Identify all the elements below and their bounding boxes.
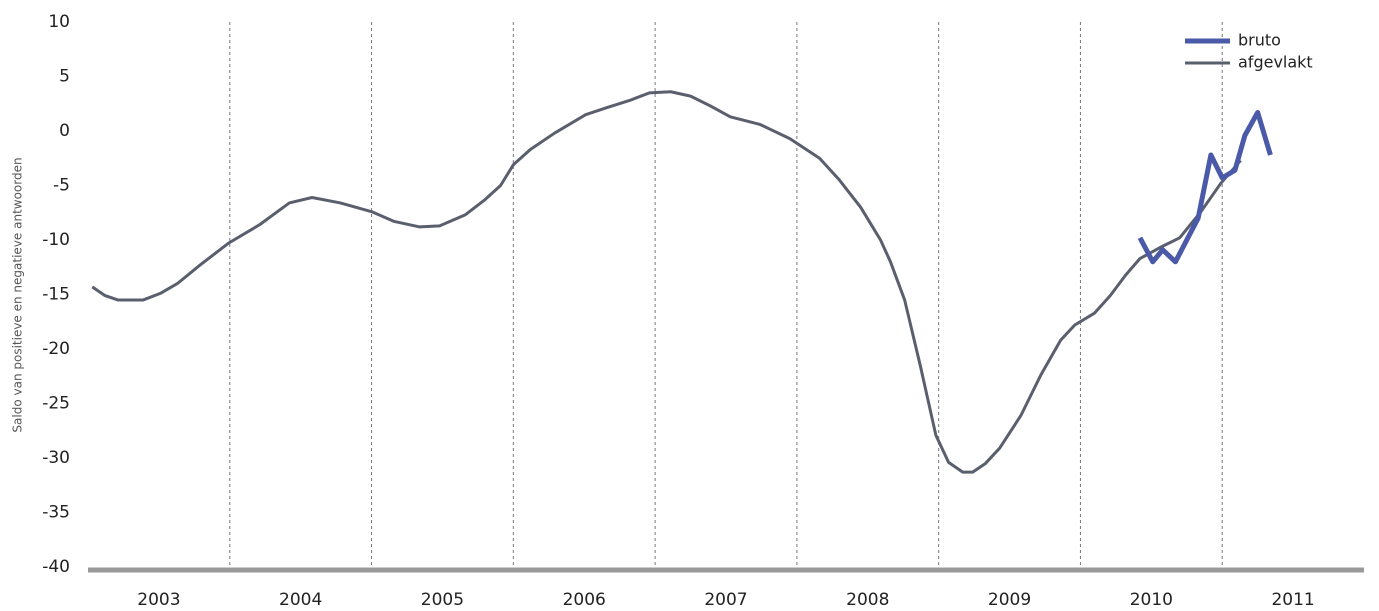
y-tick-label: 0 — [59, 121, 70, 141]
y-axis-label: Saldo van positieve en negatieve antwoor… — [11, 157, 25, 432]
y-tick-label: -40 — [42, 557, 70, 577]
x-tick-label: 2006 — [563, 590, 606, 610]
x-tick-label: 2011 — [1271, 590, 1314, 610]
x-tick-label: 2009 — [988, 590, 1031, 610]
y-tick-label: -15 — [42, 285, 70, 305]
y-tick-label: 5 — [59, 67, 70, 87]
y-tick-label: -5 — [53, 176, 70, 196]
x-tick-label: 2007 — [704, 590, 747, 610]
y-tick-label: 10 — [48, 12, 70, 32]
series-line — [1137, 109, 1273, 265]
x-tick-label: 2004 — [279, 590, 322, 610]
y-tick-label: -20 — [42, 339, 70, 359]
y-tick-label: -10 — [42, 230, 70, 250]
x-tick-label: 2008 — [846, 590, 889, 610]
y-tick-label: -25 — [42, 394, 70, 414]
series-line — [91, 90, 1242, 474]
x-tick-label: 2005 — [421, 590, 464, 610]
x-tick-label: 2010 — [1130, 590, 1173, 610]
legend-label: afgevlakt — [1238, 53, 1313, 72]
legend-label: bruto — [1238, 31, 1281, 50]
y-tick-label: -35 — [42, 503, 70, 523]
y-tick-label: -30 — [42, 448, 70, 468]
x-tick-label: 2003 — [137, 590, 180, 610]
